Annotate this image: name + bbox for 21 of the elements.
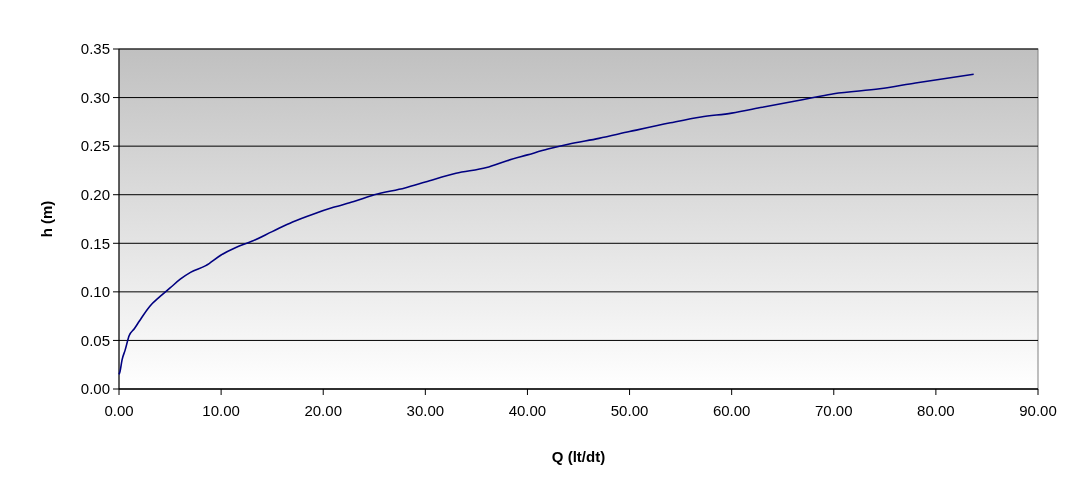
y-axis-title: h (m): [38, 200, 55, 238]
x-tick-label: 70.00: [815, 402, 853, 419]
x-tick-label: 90.00: [1019, 402, 1057, 419]
line-series: [118, 73, 975, 376]
y-tick-label: 0.00: [80, 380, 110, 398]
x-tick-label: 30.00: [406, 402, 445, 419]
y-tick-label: 0.10: [80, 283, 110, 301]
y-tick-label: 0.30: [80, 88, 110, 106]
y-tick-label: 0.25: [80, 137, 110, 155]
x-tick-label: 10.00: [202, 402, 240, 419]
x-tick-label: 40.00: [508, 402, 547, 419]
y-tick-label: 0.05: [80, 331, 110, 349]
y-tick-label: 0.35: [80, 40, 110, 58]
y-tick-label: 0.15: [80, 234, 110, 252]
x-axis-title: Q (lt/dt): [551, 448, 606, 465]
x-tick-label: 80.00: [917, 402, 955, 419]
x-tick-label: 50.00: [610, 402, 649, 419]
y-tick-label: 0.20: [80, 185, 110, 203]
x-tick-label: 0.00: [104, 402, 134, 419]
x-tick-label: 60.00: [712, 402, 751, 419]
x-tick-label: 20.00: [304, 402, 342, 419]
